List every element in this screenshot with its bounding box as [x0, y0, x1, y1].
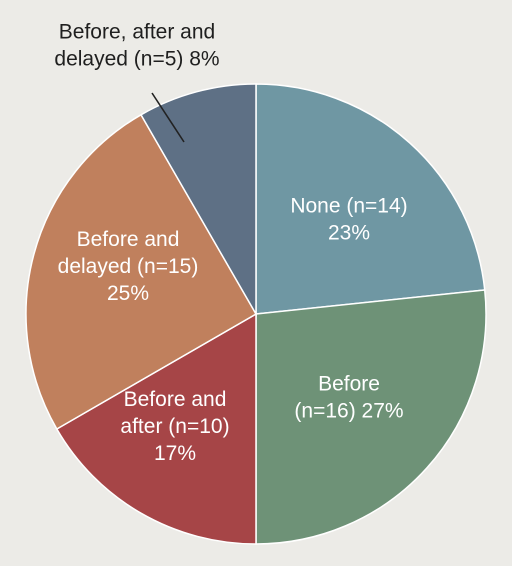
leader-line	[151, 92, 185, 143]
pie-slices	[25, 83, 487, 545]
pie-slice-1	[255, 289, 487, 545]
pie-slice-label-1: Before (n=16) 27%	[294, 373, 403, 423]
pie-slice-label-2: Before and after (n=10) 17%	[120, 388, 229, 465]
pie-slice-2	[55, 312, 257, 545]
pie-slice-3	[25, 113, 258, 431]
pie-slice-label-0: None (n=14) 23%	[290, 195, 407, 245]
pie-slice-label-4: Before, after and delayed (n=5) 8%	[54, 21, 219, 71]
pie-labels: None (n=14) 23% Before (n=16) 27% Before and…	[54, 21, 407, 466]
pie-slice-label-3: Before and delayed (n=15) 25%	[58, 228, 199, 305]
pie-slice-4	[139, 83, 257, 317]
pie-slice-0	[255, 83, 486, 315]
